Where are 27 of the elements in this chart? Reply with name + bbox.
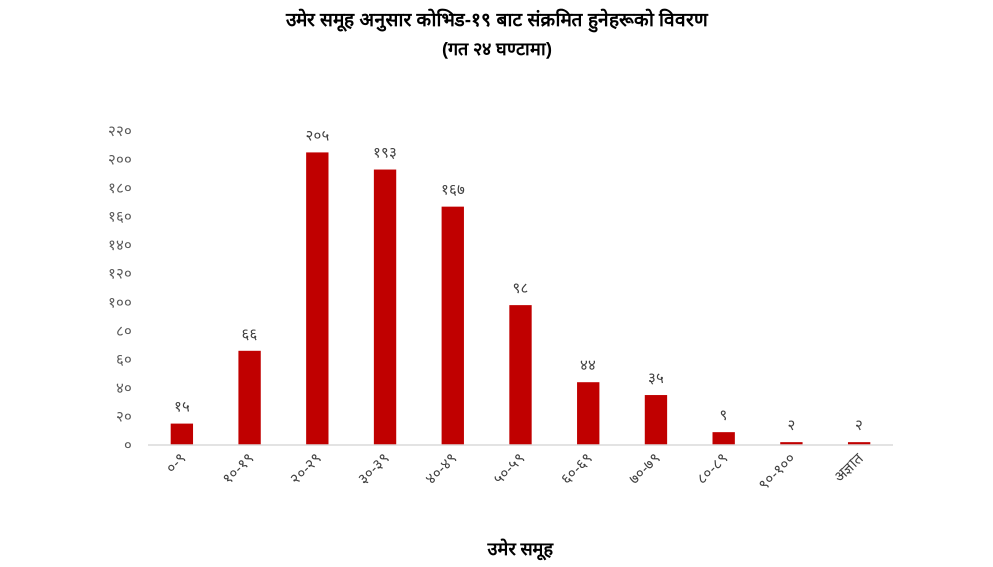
title: उमेर समूह अनुसार कोभिड-१९ बाट संक्रमित हुनेहरूको विवरण [286,10,708,31]
data-label: २ [855,417,864,434]
ytick: १०० [108,294,132,312]
data-label: ९ [720,407,728,424]
ytick: १४० [108,237,132,254]
data-label: ६६ [242,326,258,343]
subtitle: (गत २४ घण्टामा) [442,39,552,59]
xtick: ०-९ [162,450,190,477]
data-label: ९८ [512,280,528,298]
ytick: २२० [108,123,132,140]
data-label: १६७ [440,182,465,199]
ytick: २० [116,408,132,426]
ytick: १२० [108,266,132,283]
ytick: १६० [108,208,132,226]
data-label: २ [787,417,796,434]
data-label: १९३ [373,144,398,162]
ytick: ६० [116,351,132,368]
ytick: २०० [108,152,132,169]
xlabel: उमेर समूह [488,539,554,559]
ytick: १८० [108,180,132,198]
data-label: २०५ [305,127,330,144]
data-label: ४४ [580,357,596,374]
data-label: १५ [174,398,190,416]
ytick: ४० [116,380,132,397]
ytick: ० [124,437,132,454]
ytick: ८० [116,322,132,340]
data-label: ३५ [648,370,664,388]
